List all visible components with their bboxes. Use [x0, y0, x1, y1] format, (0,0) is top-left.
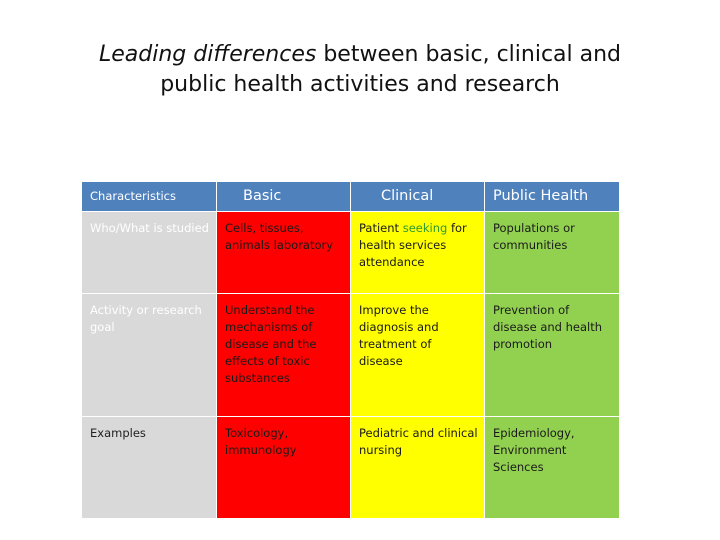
title-line-1: Leading differences between basic, clini… [0, 40, 720, 70]
row-goal-basic: Understand the mechanisms of disease and… [217, 293, 350, 416]
row-goal-public-health: Prevention of disease and health promoti… [485, 293, 619, 416]
header-clinical: Clinical [351, 182, 484, 211]
row-who-what-clinical: Patient seeking for health services atte… [351, 211, 484, 293]
row-examples-clinical: Pediatric and clinical nursing [351, 416, 484, 518]
clinical-text-end: for health services attendance [359, 221, 467, 269]
title-rest-part: between basic, clinical and [316, 42, 622, 67]
row-goal-clinical: Improve the diagnosis and treatment of d… [351, 293, 484, 416]
row-examples-basic: Toxicology, immunology [217, 416, 350, 518]
comparison-table: Characteristics Basic Clinical Public He… [82, 182, 619, 518]
header-characteristics: Characteristics [82, 182, 216, 211]
header-basic: Basic [217, 182, 350, 211]
row-who-what-characteristic: Who/What is studied [82, 211, 216, 293]
title-italic-part: Leading differences [98, 42, 317, 67]
clinical-text-start: Patient [359, 221, 403, 235]
title-line-2: public health activities and research [160, 72, 560, 97]
clinical-highlight-word: seeking [402, 221, 448, 235]
row-goal-characteristic: Activity or research goal [82, 293, 216, 416]
header-public-health: Public Health [485, 182, 619, 211]
row-examples-public-health: Epidemiology, Environment Sciences [485, 416, 619, 518]
row-examples-characteristic: Examples [82, 416, 216, 518]
row-who-what-basic: Cells, tissues, animals laboratory [217, 211, 350, 293]
row-who-what-public-health: Populations or communities [485, 211, 619, 293]
slide-title: Leading differences between basic, clini… [0, 40, 720, 100]
